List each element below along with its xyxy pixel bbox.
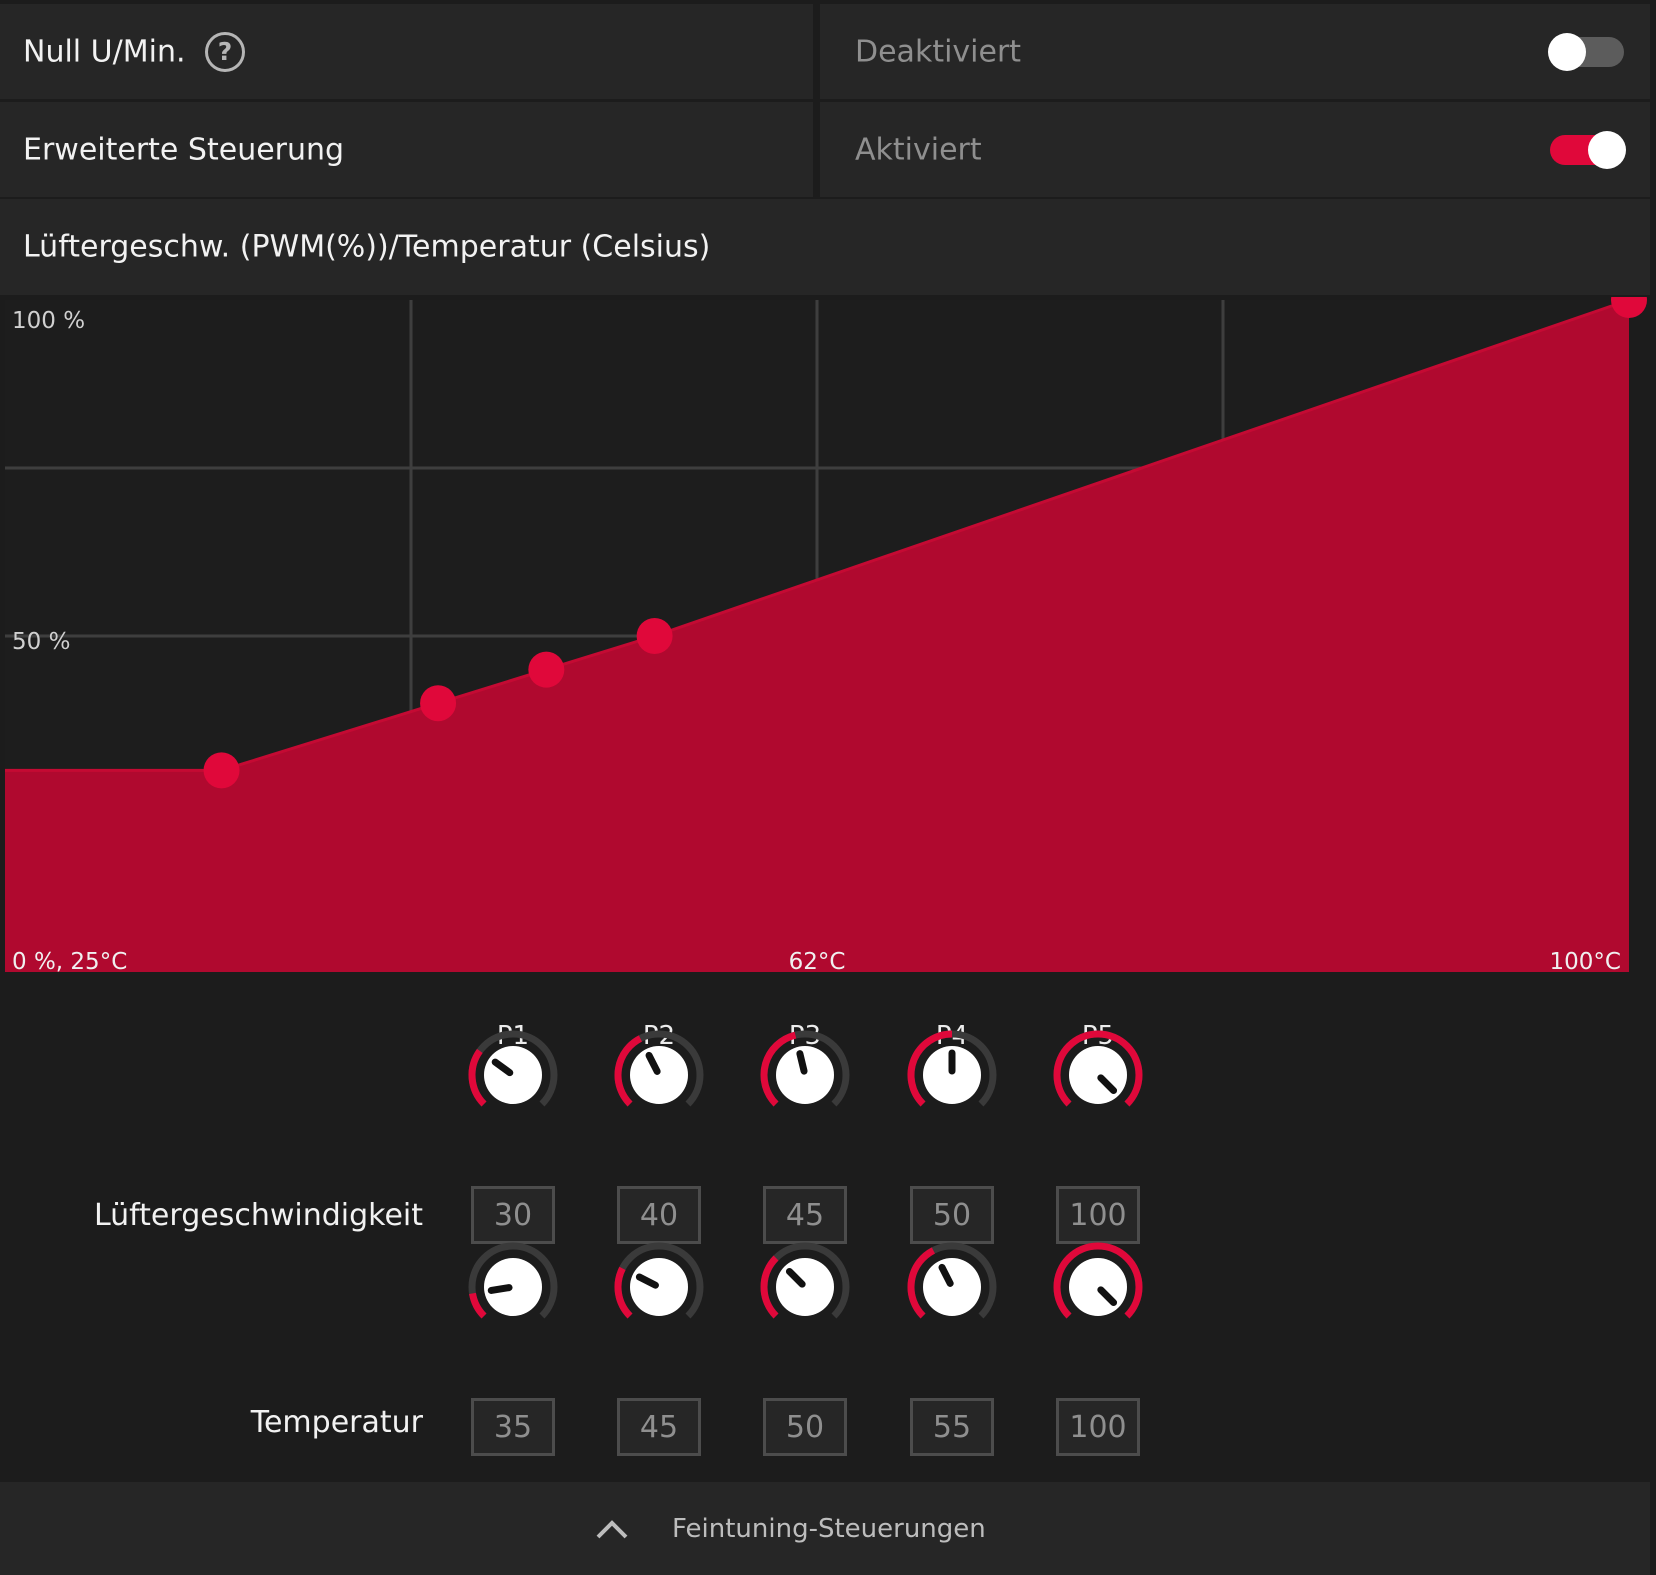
temperature-knob-p5[interactable] <box>1048 1237 1148 1337</box>
advanced-control-label-cell: Erweiterte Steuerung <box>0 102 813 197</box>
temperature-input-p4[interactable] <box>910 1398 994 1456</box>
fan-curve-line <box>5 298 1630 772</box>
knob-value-arc <box>760 1031 797 1107</box>
knob-indicator <box>785 1267 806 1288</box>
knob-face <box>923 1046 981 1104</box>
knob-indicator <box>1097 1074 1118 1095</box>
knob-value-arc <box>1053 1242 1143 1319</box>
temperature-knob-p2[interactable] <box>609 1237 709 1337</box>
fine-tuning-controls-link[interactable]: Feintuning-Steuerungen <box>672 1513 986 1544</box>
advanced-control-value-cell: Aktiviert <box>820 102 1650 197</box>
temperature-knob-p3[interactable] <box>755 1237 855 1337</box>
knob-face <box>484 1258 542 1316</box>
zero-rpm-label: Null U/Min. <box>23 34 186 69</box>
temperature-input-p1[interactable] <box>471 1398 555 1456</box>
advanced-control-status: Aktiviert <box>855 132 982 167</box>
curve-point-p1[interactable] <box>203 752 240 789</box>
zero-rpm-row: Null U/Min. ? Deaktiviert <box>0 4 1650 99</box>
x-tick-100: 100°C <box>1550 949 1621 975</box>
temperature-label: Temperatur <box>250 1405 423 1440</box>
knob-value-arc <box>907 1030 953 1107</box>
fan-speed-input-p3[interactable] <box>763 1186 847 1244</box>
chart-title-row: Lüftergeschw. (PWM(%))/Temperatur (Celsi… <box>0 199 1650 295</box>
curve-point-p2[interactable] <box>420 685 457 722</box>
knob-track <box>468 1242 558 1319</box>
fan-speed-input-p4[interactable] <box>910 1186 994 1244</box>
chart-title: Lüftergeschw. (PWM(%))/Temperatur (Celsi… <box>23 229 711 265</box>
knob-indicator <box>491 1058 514 1077</box>
zero-rpm-value-cell: Deaktiviert <box>820 4 1650 99</box>
fan-speed-knob-p4[interactable] <box>902 1025 1002 1125</box>
fan-speed-input-p2[interactable] <box>617 1186 701 1244</box>
advanced-control-row: Erweiterte Steuerung Aktiviert <box>0 102 1650 197</box>
toggle-knob <box>1588 130 1626 169</box>
fan-curve-chart: 100 % 50 % 0 %, 25°C 62°C 100°C <box>5 297 1647 975</box>
knob-face <box>923 1258 981 1316</box>
knob-value-arc <box>614 1266 633 1319</box>
knob-indicator <box>635 1273 659 1289</box>
knob-value-arc <box>469 1292 487 1319</box>
fan-speed-knob-p5[interactable] <box>1048 1025 1148 1125</box>
knob-value-arc <box>614 1035 643 1107</box>
temperature-knob-p1[interactable] <box>463 1237 563 1337</box>
knob-face <box>1069 1046 1127 1104</box>
temperature-input-p5[interactable] <box>1056 1398 1140 1456</box>
curve-point-p4[interactable] <box>636 618 673 654</box>
fan-speed-knob-p3[interactable] <box>755 1025 855 1125</box>
fan-speed-knob-p2[interactable] <box>609 1025 709 1125</box>
fan-speed-input-p1[interactable] <box>471 1186 555 1244</box>
knob-face <box>776 1258 834 1316</box>
chevron-up-icon[interactable] <box>595 1518 629 1540</box>
curve-point-p3[interactable] <box>528 651 565 688</box>
advanced-control-label: Erweiterte Steuerung <box>23 132 345 167</box>
x-tick-62: 62°C <box>789 949 846 975</box>
footer-bar: Feintuning-Steuerungen <box>0 1482 1650 1575</box>
help-icon[interactable]: ? <box>205 31 245 72</box>
y-tick-100: 100 % <box>12 308 85 334</box>
knob-face <box>630 1046 688 1104</box>
temperature-knob-p4[interactable] <box>902 1237 1002 1337</box>
knob-face <box>630 1258 688 1316</box>
knob-indicator <box>487 1284 513 1294</box>
zero-rpm-toggle[interactable] <box>1548 32 1624 71</box>
fan-speed-label: Lüftergeschwindigkeit <box>93 1198 423 1233</box>
temperature-input-p3[interactable] <box>763 1398 847 1456</box>
advanced-control-toggle[interactable] <box>1550 130 1626 169</box>
y-tick-50: 50 % <box>12 629 70 655</box>
curve-point-p5[interactable] <box>1611 297 1647 318</box>
knob-indicator <box>1097 1286 1118 1307</box>
knob-indicator <box>645 1051 661 1075</box>
fan-speed-knob-p1[interactable] <box>463 1025 563 1125</box>
fan-speed-input-p5[interactable] <box>1056 1186 1140 1244</box>
zero-rpm-status: Deaktiviert <box>855 34 1022 69</box>
knob-value-arc <box>1053 1030 1143 1107</box>
origin-tick: 0 %, 25°C <box>12 949 127 975</box>
knob-face <box>484 1046 542 1104</box>
knob-indicator <box>938 1263 954 1287</box>
knob-value-arc <box>468 1048 487 1107</box>
temperature-input-p2[interactable] <box>617 1398 701 1456</box>
knob-indicator <box>796 1050 808 1075</box>
knob-face <box>1069 1258 1127 1316</box>
fan-curve-area <box>5 300 1629 972</box>
knob-face <box>776 1046 834 1104</box>
knob-value-arc <box>907 1247 936 1319</box>
knob-value-arc <box>760 1255 779 1319</box>
toggle-knob <box>1548 32 1586 71</box>
zero-rpm-label-cell: Null U/Min. ? <box>0 4 813 99</box>
